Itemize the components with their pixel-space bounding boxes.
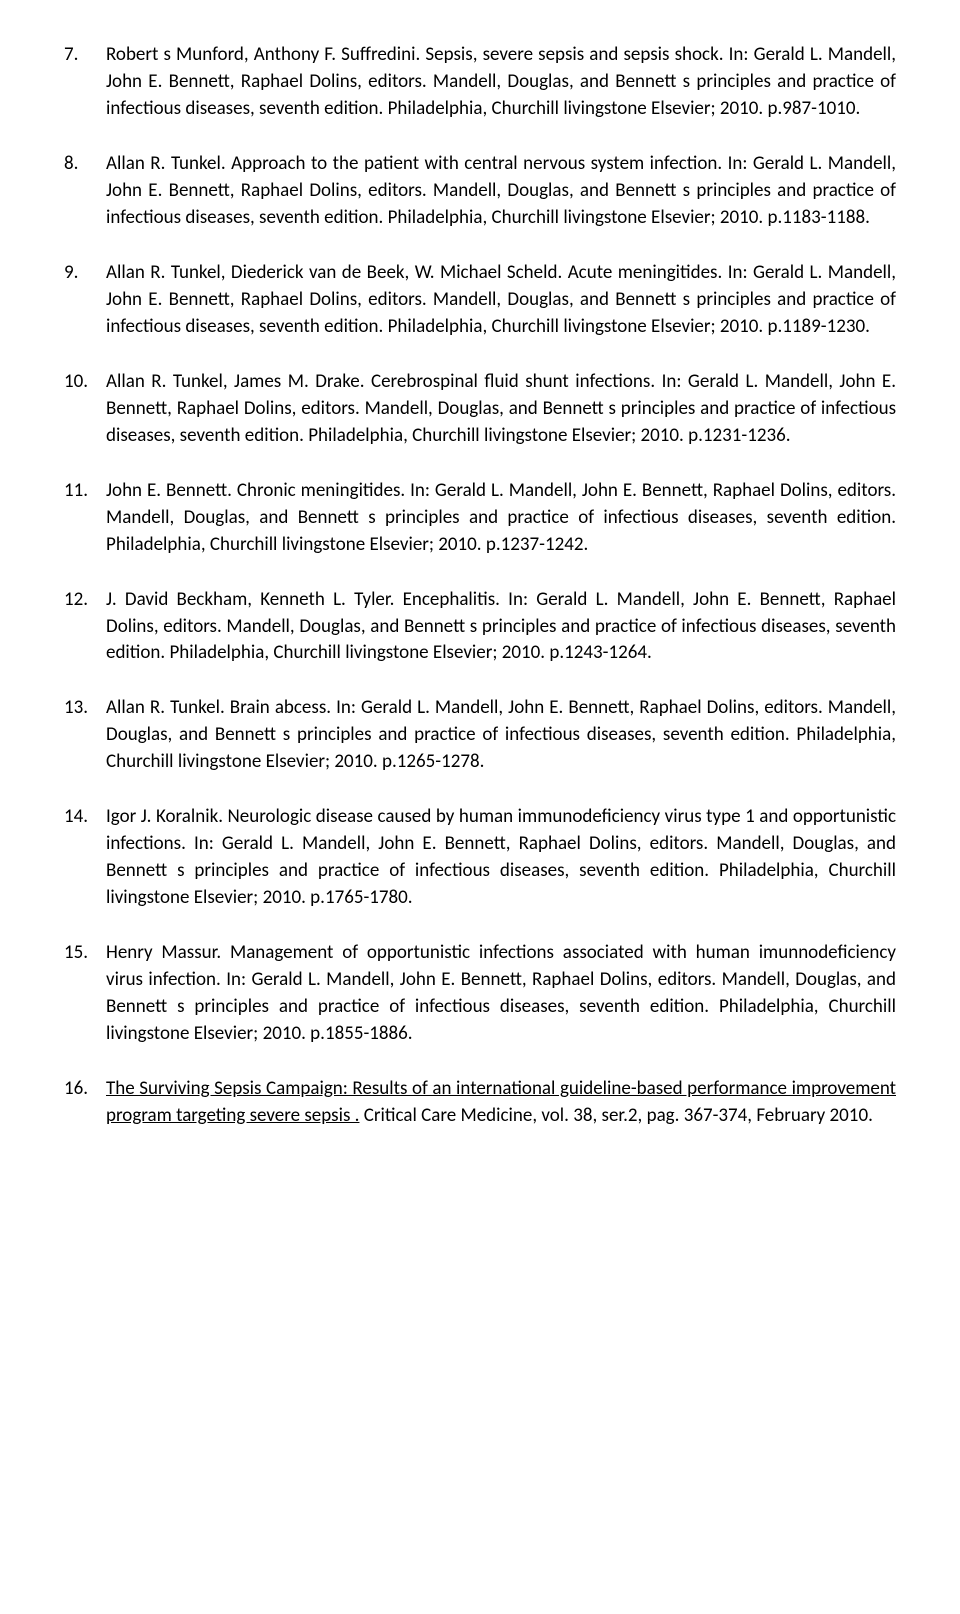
reference-number: 14. xyxy=(64,804,100,831)
reference-number: 12. xyxy=(64,587,100,614)
reference-item: 10. Allan R. Tunkel, James M. Drake. Cer… xyxy=(64,369,896,450)
reference-item: 13. Allan R. Tunkel. Brain abcess. In: G… xyxy=(64,695,896,776)
reference-text: Igor J. Koralnik. Neurologic disease cau… xyxy=(106,805,896,909)
reference-number: 16. xyxy=(64,1076,100,1103)
reference-text: Allan R. Tunkel, Diederick van de Beek, … xyxy=(106,261,896,338)
reference-text: Allan R. Tunkel. Approach to the patient… xyxy=(106,152,896,229)
reference-item: 11. John E. Bennett. Chronic meningitide… xyxy=(64,478,896,559)
reference-number: 15. xyxy=(64,940,100,967)
reference-item: 14. Igor J. Koralnik. Neurologic disease… xyxy=(64,804,896,912)
reference-text: Allan R. Tunkel, James M. Drake. Cerebro… xyxy=(106,370,896,447)
reference-item: 12. J. David Beckham, Kenneth L. Tyler. … xyxy=(64,587,896,668)
reference-text: Henry Massur. Management of opportunisti… xyxy=(106,941,896,1045)
reference-item: 15. Henry Massur. Management of opportun… xyxy=(64,940,896,1048)
reference-number: 13. xyxy=(64,695,100,722)
reference-item: 9. Allan R. Tunkel, Diederick van de Bee… xyxy=(64,260,896,341)
reference-number: 10. xyxy=(64,369,100,396)
reference-tail: Critical Care Medicine, vol. 38, ser.2, … xyxy=(359,1104,872,1127)
references-list: 7. Robert s Munford, Anthony F. Suffredi… xyxy=(64,42,896,1130)
reference-text: J. David Beckham, Kenneth L. Tyler. Ence… xyxy=(106,588,896,665)
reference-number: 7. xyxy=(64,42,100,69)
reference-text: Allan R. Tunkel. Brain abcess. In: Geral… xyxy=(106,696,896,773)
reference-item: 7. Robert s Munford, Anthony F. Suffredi… xyxy=(64,42,896,123)
reference-text: Robert s Munford, Anthony F. Suffredini.… xyxy=(106,43,896,120)
reference-number: 11. xyxy=(64,478,100,505)
reference-item: 8. Allan R. Tunkel. Approach to the pati… xyxy=(64,151,896,232)
reference-number: 8. xyxy=(64,151,100,178)
reference-number: 9. xyxy=(64,260,100,287)
reference-text: John E. Bennett. Chronic meningitides. I… xyxy=(106,479,896,556)
reference-item: 16. The Surviving Sepsis Campaign: Resul… xyxy=(64,1076,896,1130)
